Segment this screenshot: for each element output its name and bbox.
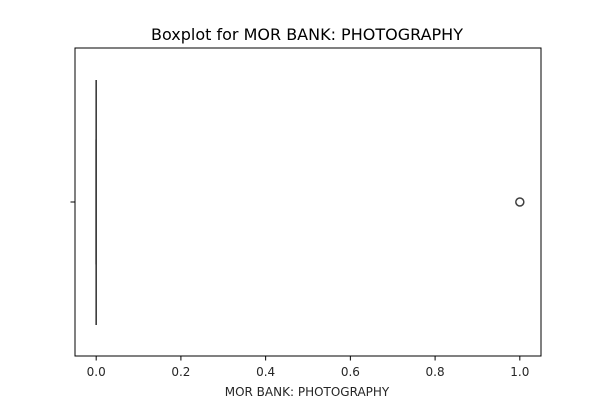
- x-tick-label: 0.6: [341, 365, 360, 379]
- x-tick-label: 0.0: [87, 365, 106, 379]
- x-tick-label: 0.8: [426, 365, 445, 379]
- x-tick-label: 0.4: [256, 365, 275, 379]
- x-axis-title: MOR BANK: PHOTOGRAPHY: [225, 385, 390, 399]
- x-axis-ticks: 0.0 0.2 0.4 0.6 0.8 1.0: [87, 356, 529, 379]
- x-tick-label: 1.0: [510, 365, 529, 379]
- outlier-point: [515, 197, 525, 207]
- chart-title: Boxplot for MOR BANK: PHOTOGRAPHY: [151, 25, 463, 44]
- box-series: [95, 80, 525, 325]
- x-tick-label: 0.2: [171, 365, 190, 379]
- plot-area-frame: [74, 47, 542, 357]
